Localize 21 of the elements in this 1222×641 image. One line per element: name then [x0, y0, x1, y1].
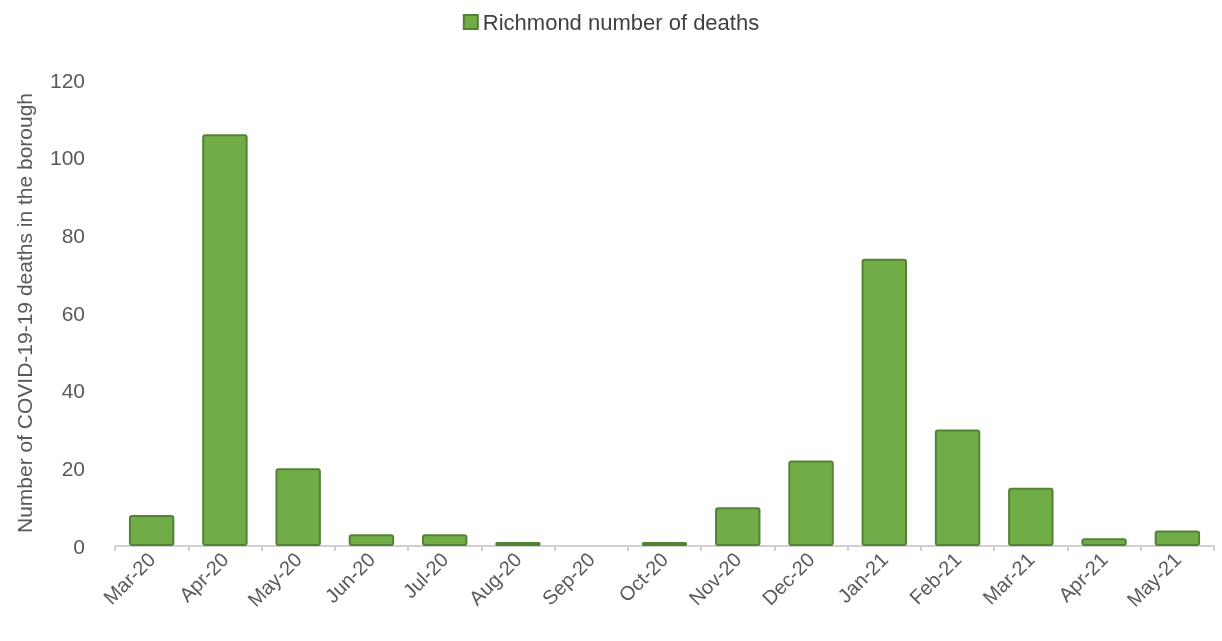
bar	[202, 134, 248, 546]
y-tick-label: 80	[61, 223, 85, 247]
bar	[1008, 487, 1054, 546]
y-tick-label: 20	[61, 456, 85, 480]
bar	[1154, 530, 1201, 546]
y-tick-label: 40	[61, 379, 85, 403]
y-tick-label: 100	[49, 146, 85, 170]
bar	[1081, 538, 1127, 546]
bar	[861, 258, 908, 546]
legend-label: Richmond number of deaths	[482, 9, 760, 35]
y-tick-label: 0	[73, 534, 85, 558]
bar	[421, 534, 468, 546]
bar	[788, 460, 834, 546]
bar	[348, 534, 395, 546]
y-tick-label: 60	[61, 301, 85, 325]
bar	[128, 514, 175, 546]
y-axis-title: Number of COVID-19-19 deaths in the borough	[13, 92, 36, 534]
bar	[715, 507, 761, 546]
y-tick-label: 120	[49, 68, 85, 92]
bar	[275, 468, 321, 546]
bar	[934, 429, 981, 546]
